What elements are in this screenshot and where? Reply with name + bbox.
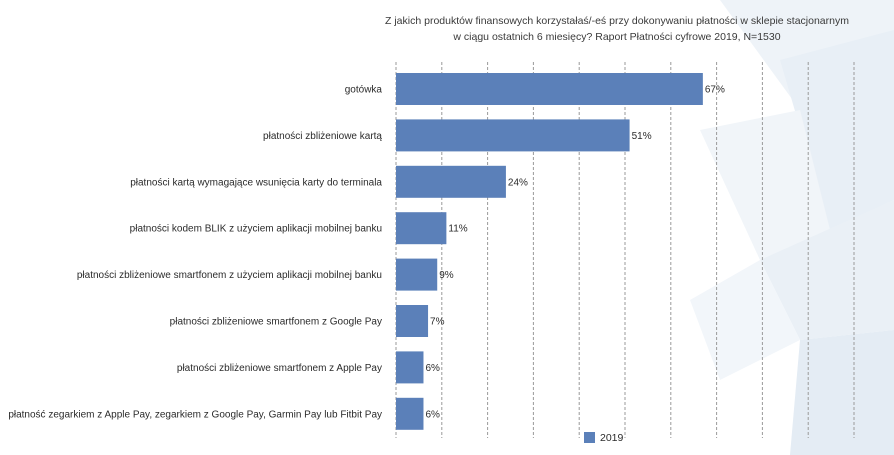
category-labels: gotówka płatności zbliżeniowe kartą płatno…: [8, 85, 382, 421]
bar: [396, 351, 424, 384]
bar: [396, 73, 703, 105]
category-label: płatność zegarkiem z Apple Pay, zegarkie…: [8, 409, 382, 420]
legend: 2019: [584, 432, 624, 444]
bar: [396, 258, 438, 291]
category-label: płatności zbliżeniowe kartą: [263, 131, 382, 142]
bar: [396, 305, 429, 337]
bar: [396, 397, 424, 430]
category-label: gotówka: [345, 85, 383, 96]
bars: [396, 73, 703, 430]
legend-swatch: [584, 432, 595, 443]
data-label: 6%: [425, 409, 440, 420]
value-labels: 67% 51% 24% 11% 9% 7% 6% 6%: [425, 85, 725, 421]
grid-lines: [395, 62, 855, 438]
chart-title-line-2: w ciągu ostatnich 6 miesięcy? Raport Pła…: [453, 31, 781, 43]
data-label: 6%: [425, 363, 440, 374]
data-label: 24%: [508, 177, 528, 188]
category-label: płatności kodem BLIK z użyciem aplikacji…: [130, 224, 382, 235]
legend-label: 2019: [600, 432, 624, 444]
data-label: 11%: [448, 224, 467, 235]
data-label: 9%: [439, 270, 454, 281]
data-label: 67%: [705, 85, 725, 96]
chart-title-line-1: Z jakich produktów finansowych korzystał…: [385, 15, 849, 27]
bar: [396, 119, 630, 152]
category-label: płatności zbliżeniowe smartfonem z Apple…: [177, 363, 382, 374]
data-label: 7%: [430, 317, 445, 328]
bar: [396, 165, 506, 198]
bar: [396, 212, 447, 245]
category-label: płatności kartą wymagające wsunięcia kar…: [130, 177, 382, 188]
category-label: płatności zbliżeniowe smartfonem z Googl…: [170, 317, 382, 328]
data-label: 51%: [632, 131, 652, 142]
category-label: płatności zbliżeniowe smartfonem z użyci…: [77, 270, 382, 281]
